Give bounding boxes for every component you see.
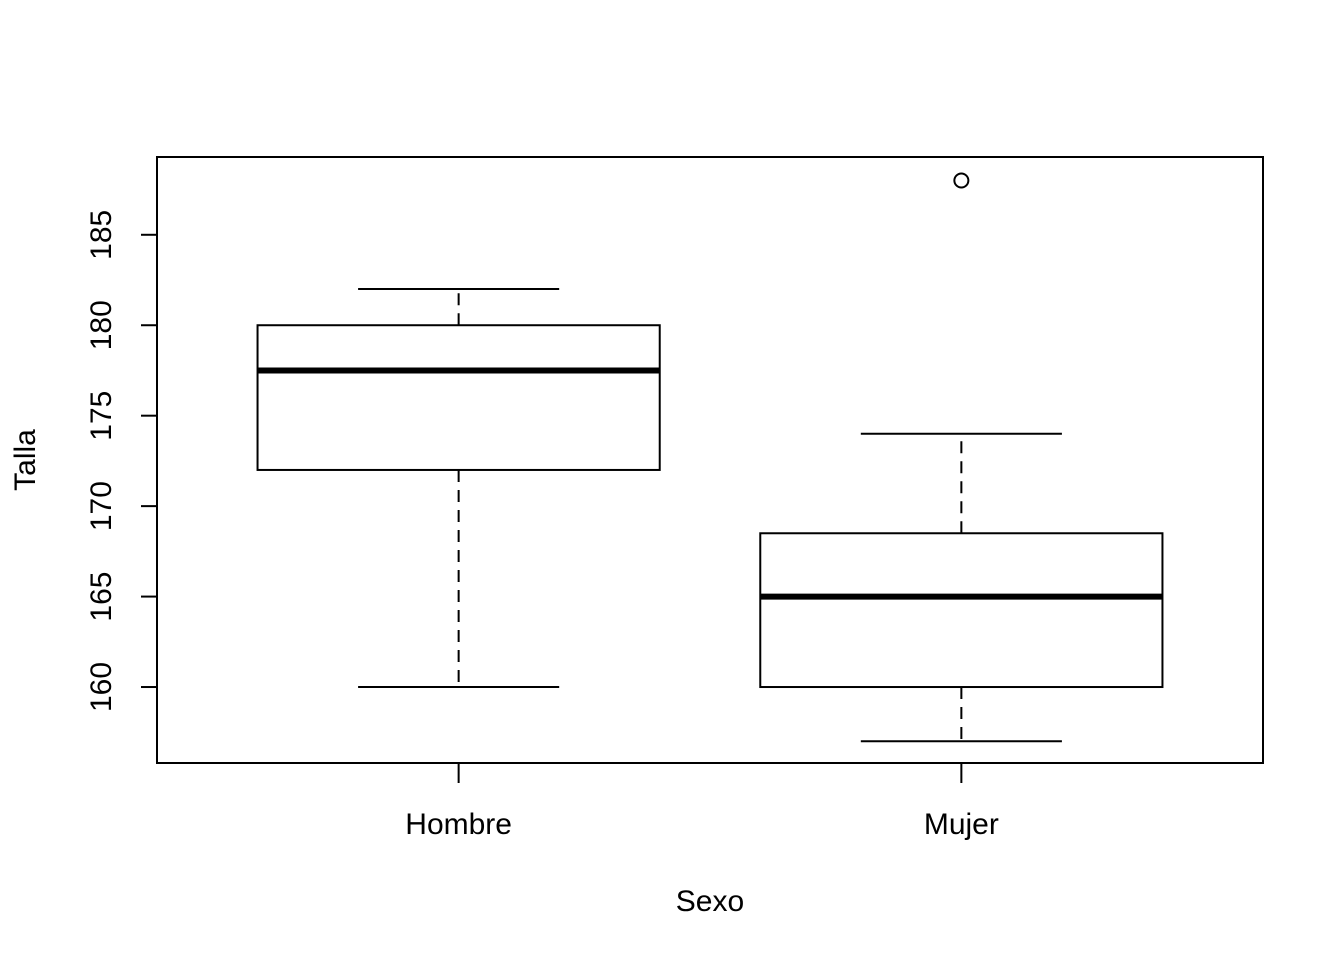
outlier-point: [953, 172, 970, 189]
box-group: [759, 172, 1164, 743]
y-tick-label: 170: [85, 481, 118, 531]
x-tick-label: Hombre: [405, 808, 512, 841]
x-tick-label: Mujer: [924, 808, 999, 841]
y-axis: 160 165 170 175 180 185: [85, 210, 158, 712]
y-tick-label: 160: [85, 662, 118, 712]
box: [256, 324, 661, 471]
box-group: [256, 288, 661, 689]
x-axis: Hombre Mujer: [405, 763, 999, 841]
x-axis-title: Sexo: [676, 885, 744, 918]
y-tick-label: 175: [85, 391, 118, 441]
y-tick-label: 185: [85, 210, 118, 260]
y-tick-label: 180: [85, 300, 118, 350]
y-tick-label: 165: [85, 572, 118, 622]
boxes: [256, 172, 1164, 743]
y-axis-title: Talla: [9, 429, 42, 491]
box: [759, 532, 1164, 689]
